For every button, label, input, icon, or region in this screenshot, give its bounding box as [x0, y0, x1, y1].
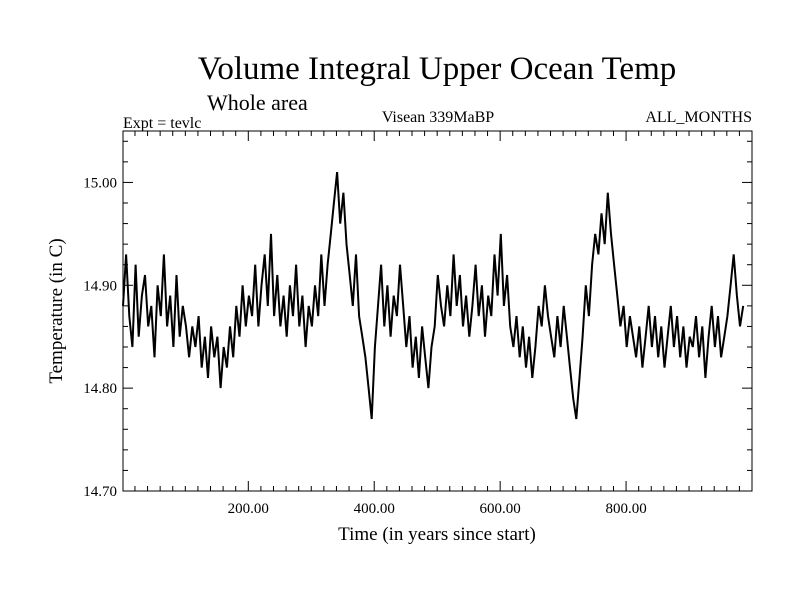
y-tick-label: 14.70 [83, 484, 117, 500]
x-tick-label: 400.00 [354, 501, 395, 517]
period-label: Visean 339MaBP [382, 109, 494, 126]
x-tick-label: 800.00 [605, 501, 646, 517]
y-tick-label: 15.00 [83, 175, 117, 191]
y-axis-label: Temperature (in C) [46, 238, 67, 383]
chart-title: Volume Integral Upper Ocean Temp [198, 51, 676, 87]
y-tick-label: 14.80 [83, 381, 117, 397]
series-line-0 [122, 171, 745, 420]
chart-subtitle: Whole area [207, 90, 308, 115]
months-label: ALL_MONTHS [645, 109, 752, 126]
tick-labels: 200.00 400.00 600.00 800.00 14.70 14.80 14.90 1… [83, 175, 646, 517]
plot-frame [122, 130, 753, 492]
x-tick-label: 200.00 [228, 501, 269, 517]
x-axis-label: Time (in years since start) [338, 524, 536, 545]
series [122, 171, 745, 420]
ticks [123, 131, 752, 491]
x-tick-label: 600.00 [480, 501, 521, 517]
y-tick-label: 14.90 [83, 278, 117, 294]
experiment-label: Expt = tevlc [123, 115, 201, 132]
